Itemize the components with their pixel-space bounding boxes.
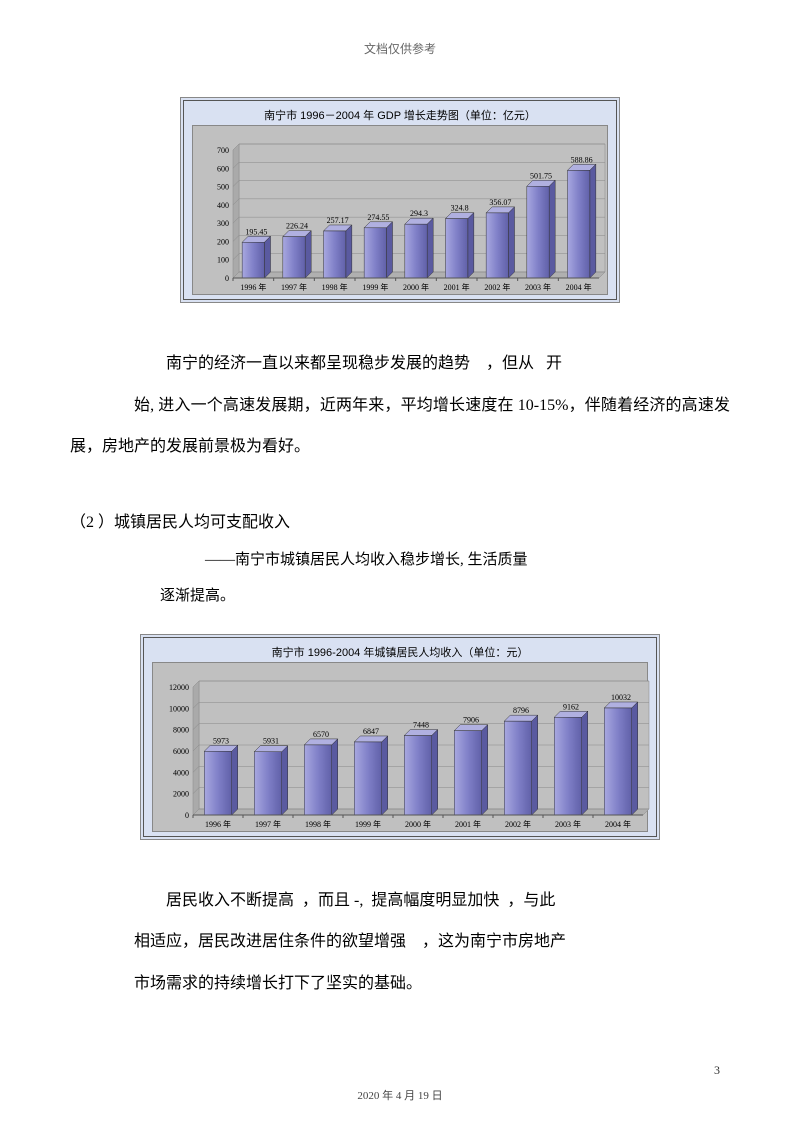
svg-text:600: 600 [217, 164, 229, 173]
gdp-chart-inner: 南宁市 1996－2004 年 GDP 增长走势图（单位：亿元） 0 100 200… [183, 100, 617, 300]
svg-text:1996 年: 1996 年 [205, 819, 231, 829]
p4b: ，这为南宁市房地产 [422, 933, 566, 950]
svg-text:8796: 8796 [513, 706, 529, 715]
svg-text:2003 年: 2003 年 [555, 819, 581, 829]
p1c: 开 [546, 355, 562, 372]
svg-text:324.8: 324.8 [451, 204, 469, 213]
svg-text:7448: 7448 [413, 720, 429, 729]
p3a: 居民收入不断提高 [166, 892, 294, 909]
svg-text:2002 年: 2002 年 [484, 282, 510, 292]
p3b: ，而且 -, [302, 892, 363, 909]
svg-text:226.24: 226.24 [286, 222, 308, 231]
paragraph-5: 市场需求的持续增长打下了坚实的基础。 [70, 963, 730, 1005]
paragraph-4: 相适应，居民改进居住条件的欲望增强 ，这为南宁市房地产 [70, 921, 730, 963]
svg-text:1999 年: 1999 年 [362, 282, 388, 292]
gdp-plot: 0 100 200 300 400 500 600 700 195.45 1996 年 226.24… [192, 125, 608, 295]
svg-text:200: 200 [217, 237, 229, 246]
svg-text:2004 年: 2004 年 [566, 282, 592, 292]
svg-text:5973: 5973 [213, 736, 229, 745]
income-chart-inner: 南宁市 1996-2004 年城镇居民人均收入（单位：元） 0 2000 4000 6… [143, 637, 657, 837]
svg-text:2001 年: 2001 年 [455, 819, 481, 829]
svg-text:1998 年: 1998 年 [322, 282, 348, 292]
paragraph-1: 南宁的经济一直以来都呈现稳步发展的趋势 ，但从 开 [70, 343, 730, 385]
svg-text:2004 年: 2004 年 [605, 819, 631, 829]
svg-text:10032: 10032 [611, 693, 631, 702]
section-2-sub2: 逐渐提高。 [130, 578, 730, 614]
svg-text:100: 100 [217, 256, 229, 265]
section-2-head: （2 ）城镇居民人均可支配收入 [70, 508, 730, 532]
svg-text:2002 年: 2002 年 [505, 819, 531, 829]
svg-text:294.3: 294.3 [410, 209, 428, 218]
p3c: 提高幅度明显加快 [371, 892, 499, 909]
svg-text:2000 年: 2000 年 [403, 282, 429, 292]
svg-text:356.07: 356.07 [489, 198, 511, 207]
svg-text:195.45: 195.45 [245, 227, 267, 236]
p1b: ，但从 [486, 355, 534, 372]
income-plot: 0 2000 4000 6000 8000 10000 12000 5973 1996 年 593… [152, 662, 648, 832]
svg-text:257.17: 257.17 [327, 216, 349, 225]
svg-text:2000 年: 2000 年 [405, 819, 431, 829]
svg-text:8000: 8000 [173, 725, 189, 734]
income-chart-title: 南宁市 1996-2004 年城镇居民人均收入（单位：元） [144, 638, 656, 662]
footer-date: 2020 年 4 月 19 日 [0, 1087, 800, 1103]
income-chart: 南宁市 1996-2004 年城镇居民人均收入（单位：元） 0 2000 4000 6… [140, 634, 660, 840]
svg-text:700: 700 [217, 146, 229, 155]
svg-text:500: 500 [217, 183, 229, 192]
svg-text:1997 年: 1997 年 [255, 819, 281, 829]
svg-text:0: 0 [185, 811, 189, 820]
svg-text:2001 年: 2001 年 [444, 282, 470, 292]
svg-text:1996 年: 1996 年 [240, 282, 266, 292]
page-header: 文档仅供参考 [70, 40, 730, 57]
svg-text:588.86: 588.86 [571, 155, 593, 164]
page-number: 3 [714, 1063, 720, 1078]
gdp-chart: 南宁市 1996－2004 年 GDP 增长走势图（单位：亿元） 0 100 200… [180, 97, 620, 303]
paragraph-3: 居民收入不断提高 ，而且 -, 提高幅度明显加快 ，与此 [70, 880, 730, 922]
svg-text:1998 年: 1998 年 [305, 819, 331, 829]
svg-text:9162: 9162 [563, 702, 579, 711]
p4: 相适应，居民改进居住条件的欲望增强 [134, 933, 406, 950]
svg-text:0: 0 [225, 274, 229, 283]
svg-text:10000: 10000 [169, 704, 189, 713]
svg-text:300: 300 [217, 219, 229, 228]
svg-text:12000: 12000 [169, 683, 189, 692]
document-page: 文档仅供参考 南宁市 1996－2004 年 GDP 增长走势图（单位：亿元） … [0, 0, 800, 1133]
svg-text:6570: 6570 [313, 730, 329, 739]
svg-text:1999 年: 1999 年 [355, 819, 381, 829]
svg-text:5931: 5931 [263, 737, 279, 746]
svg-text:501.75: 501.75 [530, 171, 552, 180]
svg-text:1997 年: 1997 年 [281, 282, 307, 292]
p3d: ，与此 [507, 892, 555, 909]
svg-text:7906: 7906 [463, 715, 479, 724]
svg-text:2000: 2000 [173, 789, 189, 798]
paragraph-2: 始, 进入一个高速发展期，近两年来，平均增长速度在 10-15%，伴随着经济的高… [70, 385, 730, 468]
gdp-chart-title: 南宁市 1996－2004 年 GDP 增长走势图（单位：亿元） [184, 101, 616, 125]
s2s1: ——南宁市城镇居民人均收入稳步增长, 生活质量 [205, 552, 528, 568]
svg-text:6000: 6000 [173, 747, 189, 756]
svg-text:2003 年: 2003 年 [525, 282, 551, 292]
p1a: 南宁的经济一直以来都呈现稳步发展的趋势 [166, 355, 470, 372]
svg-text:4000: 4000 [173, 768, 189, 777]
section-2-sub: ——南宁市城镇居民人均收入稳步增长, 生活质量 [130, 542, 730, 578]
svg-text:6847: 6847 [363, 727, 379, 736]
svg-text:400: 400 [217, 201, 229, 210]
svg-text:274.55: 274.55 [367, 213, 389, 222]
